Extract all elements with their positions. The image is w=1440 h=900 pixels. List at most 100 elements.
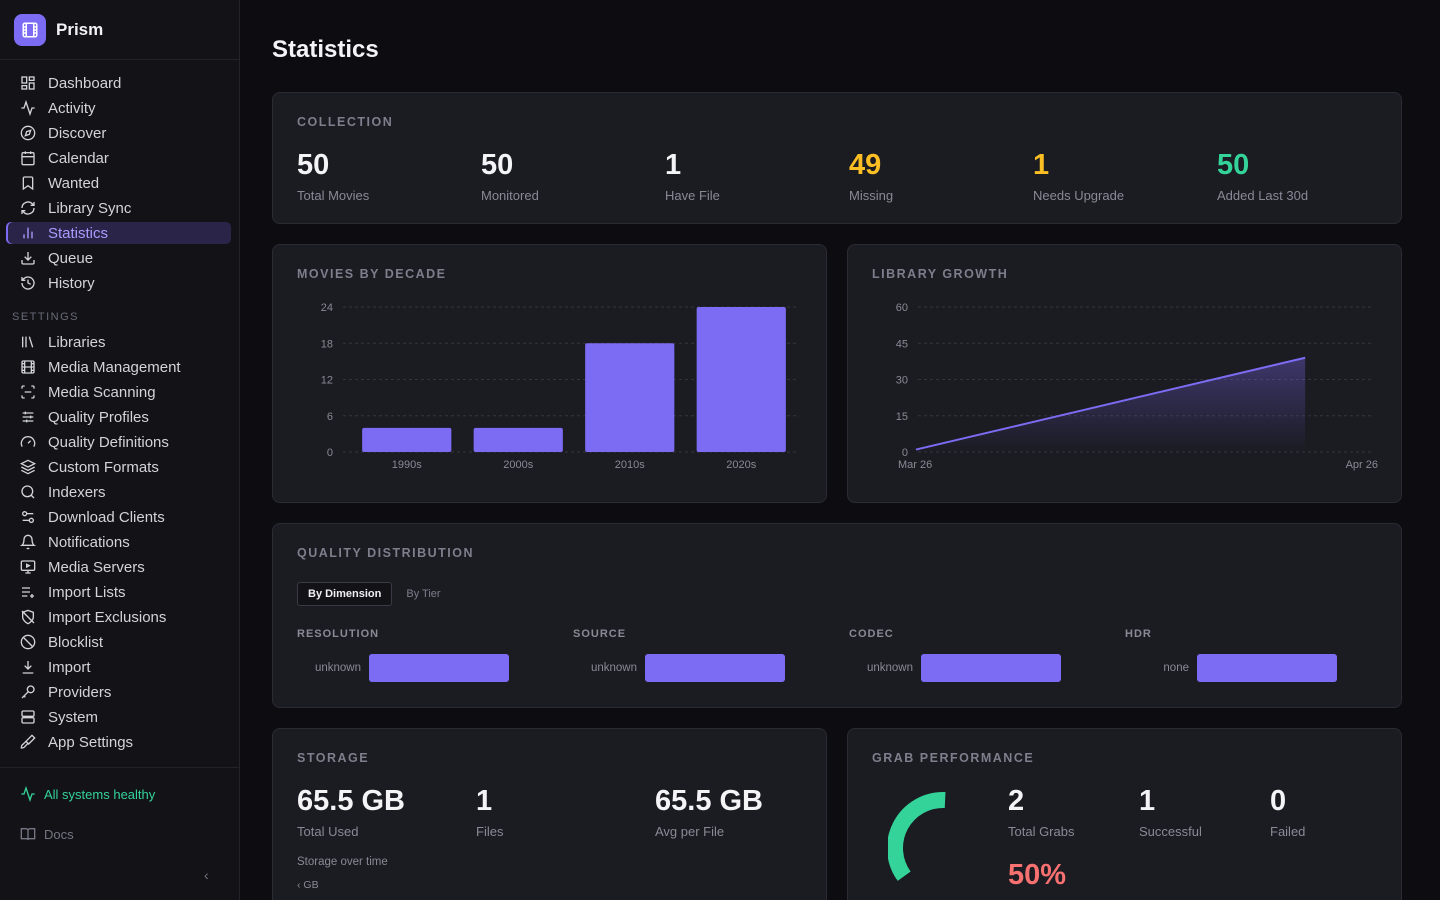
nav-item-indexers[interactable]: Indexers [6, 481, 231, 503]
nav-item-notifications[interactable]: Notifications [6, 531, 231, 553]
collection-card: COLLECTION 50 Total Movies 50 Monitored 1 Hav… [272, 92, 1402, 224]
nav-label: Media Management [48, 358, 181, 376]
calendar-icon [21, 151, 35, 166]
nav-item-library-sync[interactable]: Library Sync [6, 197, 231, 219]
y-tick-label: 12 [321, 375, 333, 387]
download-icon [21, 252, 35, 265]
sliders-icon [22, 411, 34, 423]
library-icon [22, 336, 34, 348]
history-icon [21, 276, 35, 290]
nav-label: Import Lists [48, 583, 126, 601]
nav-item-media-scanning[interactable]: Media Scanning [6, 381, 231, 403]
y-tick-label: 60 [896, 302, 908, 314]
nav-item-media-management[interactable]: Media Management [6, 356, 231, 378]
nav-label: History [48, 274, 95, 292]
nav-item-wanted[interactable]: Wanted [6, 172, 231, 194]
x-tick-label: Apr 26 [1346, 459, 1378, 471]
health-status[interactable]: All systems healthy [20, 786, 155, 802]
quality-row-label: unknown [314, 662, 361, 674]
docs-link[interactable]: Docs [20, 826, 74, 842]
growth-line[interactable] [915, 356, 1306, 451]
quality-group-head: HDR [1125, 628, 1152, 640]
quality-group: HDR none [1125, 628, 1385, 682]
stat-value: 50 [481, 149, 514, 181]
sidebar-footer: All systems healthy Docs ‹ [0, 767, 239, 883]
nav-label: Discover [48, 124, 107, 142]
scan-icon [21, 385, 35, 399]
nav-item-calendar[interactable]: Calendar [6, 147, 231, 169]
nav-item-quality-profiles[interactable]: Quality Profiles [6, 406, 231, 428]
stat-label: Missing [849, 188, 894, 203]
bell-icon [20, 534, 36, 550]
stat-label: Total Movies [297, 188, 370, 203]
library-growth-card: LIBRARY GROWTH 0 15 30 45 60 Mar 26 Apr 26 [847, 244, 1402, 503]
x-tick-label: 1990s [392, 459, 422, 471]
nav-item-import-exclusions[interactable]: Import Exclusions [6, 606, 231, 628]
storage-axis-unit: ‹ GB [297, 879, 319, 891]
brand[interactable]: Prism [0, 0, 239, 60]
quality-bar[interactable] [369, 654, 509, 682]
storage-stat: 65.5 GB Total Used [297, 785, 405, 840]
nav-item-discover[interactable]: Discover [6, 122, 231, 144]
nav-item-custom-formats[interactable]: Custom Formats [6, 456, 231, 478]
nav-item-queue[interactable]: Queue [6, 247, 231, 269]
quality-bar[interactable] [1197, 654, 1337, 682]
success-rate: 50% [1008, 859, 1067, 891]
stat-value: 65.5 GB [655, 785, 763, 817]
nav-item-dashboard[interactable]: Dashboard [6, 72, 231, 94]
decade-bar[interactable] [585, 343, 675, 452]
decade-bar-chart: 0 6 12 18 24 1990s 2000s 2010s 2020s [321, 302, 797, 471]
nav-item-media-servers[interactable]: Media Servers [6, 556, 231, 578]
decade-bar[interactable] [696, 307, 786, 452]
card-title: LIBRARY GROWTH [872, 267, 1009, 281]
nav-item-providers[interactable]: Providers [6, 681, 231, 703]
quality-group: SOURCE unknown [573, 628, 833, 682]
tab-by-dimension[interactable]: By Dimension [297, 582, 393, 606]
nav-item-activity[interactable]: Activity [6, 97, 231, 119]
nav-item-quality-definitions[interactable]: Quality Definitions [6, 431, 231, 453]
film-icon [21, 360, 35, 374]
grab-stat: 0 Failed [1270, 787, 1306, 840]
nav-item-history[interactable]: History [6, 272, 231, 294]
quality-bar[interactable] [921, 654, 1061, 682]
quality-group-head: SOURCE [573, 628, 627, 640]
stat-label: Total Grabs [1008, 824, 1075, 839]
nav-item-import[interactable]: Import [6, 656, 231, 678]
decade-bar[interactable] [362, 427, 452, 452]
stat-value: 50 [1217, 149, 1250, 181]
card-title: MOVIES BY DECADE [297, 267, 447, 281]
nav-item-app-settings[interactable]: App Settings [6, 731, 231, 753]
nav-label: Providers [48, 683, 112, 701]
stat-value: 65.5 GB [297, 785, 405, 817]
collapse-sidebar-button[interactable]: ‹ [204, 867, 209, 883]
storage-stat: 1 Files [476, 787, 503, 840]
storage-unit-text: GB [303, 879, 319, 891]
nav-label: Media Scanning [48, 383, 156, 401]
nav-item-download-clients[interactable]: Download Clients [6, 506, 231, 528]
toggles-icon [21, 510, 34, 523]
nav-item-libraries[interactable]: Libraries [6, 331, 231, 353]
nav-label: System [48, 708, 99, 726]
stat-label: Failed [1270, 824, 1306, 839]
book-icon [20, 828, 36, 841]
nav-item-statistics[interactable]: Statistics [6, 222, 231, 244]
x-tick-label: 2000s [503, 459, 533, 471]
quality-row: unknown [297, 654, 537, 682]
quality-group: CODEC unknown [849, 628, 1109, 682]
nav-item-system[interactable]: System [6, 706, 231, 728]
decade-bar[interactable] [473, 427, 563, 452]
nav-label: Activity [48, 99, 96, 117]
nav-item-blocklist[interactable]: Blocklist [6, 631, 231, 653]
stat-value: 50 [297, 149, 330, 181]
nav-item-import-lists[interactable]: Import Lists [6, 581, 231, 603]
stat-label: Have File [665, 188, 720, 203]
brush-icon [20, 734, 36, 749]
stat-value: 49 [849, 149, 882, 181]
y-tick-label: 0 [902, 447, 908, 459]
tab-by-tier[interactable]: By Tier [406, 588, 441, 600]
gauge-icon [20, 436, 36, 447]
collection-stat: 49 Missing [849, 149, 894, 204]
y-tick-label: 45 [896, 338, 908, 350]
quality-bar[interactable] [645, 654, 785, 682]
nav-label: App Settings [48, 733, 134, 751]
